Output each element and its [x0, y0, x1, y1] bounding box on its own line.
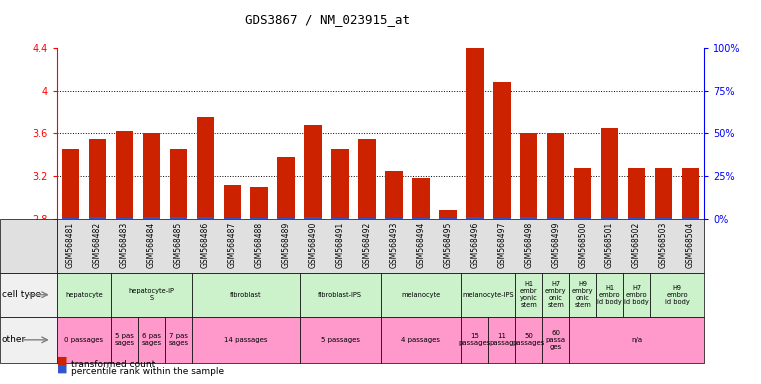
Bar	[574, 218, 591, 219]
Text: cell type: cell type	[2, 290, 40, 299]
Text: ■: ■	[57, 356, 68, 366]
Bar	[412, 178, 430, 219]
Bar	[547, 134, 565, 219]
Text: 11
passag: 11 passag	[489, 333, 514, 346]
Bar	[358, 139, 376, 219]
Bar	[278, 157, 295, 219]
Text: H7
embro
id body: H7 embro id body	[624, 285, 649, 305]
Text: 60
passa
ges: 60 passa ges	[546, 330, 565, 350]
Text: H7
embry
onic
stem: H7 embry onic stem	[545, 281, 566, 308]
Bar	[493, 82, 511, 219]
Bar	[331, 149, 349, 219]
Text: n/a: n/a	[631, 337, 642, 343]
Bar	[278, 218, 295, 219]
Text: fibroblast-IPS: fibroblast-IPS	[318, 292, 362, 298]
Bar	[628, 218, 645, 219]
Text: other: other	[2, 335, 26, 344]
Bar	[520, 217, 537, 219]
Bar	[574, 168, 591, 219]
Bar	[224, 218, 241, 219]
Bar	[412, 218, 430, 219]
Text: percentile rank within the sample: percentile rank within the sample	[71, 367, 224, 376]
Bar	[466, 35, 483, 219]
Bar	[439, 218, 457, 219]
Bar	[520, 134, 537, 219]
Bar	[439, 210, 457, 219]
Bar	[654, 218, 672, 219]
Bar	[142, 217, 160, 219]
Text: hepatocyte: hepatocyte	[65, 292, 103, 298]
Text: H1
embr
yonic
stem: H1 embr yonic stem	[520, 281, 537, 308]
Bar	[304, 125, 322, 219]
Text: 50
passages: 50 passages	[513, 333, 545, 346]
Bar	[89, 217, 107, 219]
Bar	[116, 131, 133, 219]
Bar	[601, 218, 619, 219]
Text: melanocyte: melanocyte	[401, 292, 441, 298]
Text: ■: ■	[57, 364, 68, 374]
Bar	[547, 218, 565, 219]
Bar	[224, 185, 241, 219]
Bar	[170, 217, 187, 219]
Bar	[493, 218, 511, 219]
Text: GDS3867 / NM_023915_at: GDS3867 / NM_023915_at	[245, 13, 409, 26]
Bar	[196, 217, 214, 219]
Bar	[358, 218, 376, 219]
Text: 4 passages: 4 passages	[402, 337, 441, 343]
Text: transformed count: transformed count	[71, 359, 155, 369]
Bar	[628, 168, 645, 219]
Bar	[682, 218, 699, 219]
Bar	[170, 149, 187, 219]
Bar	[89, 139, 107, 219]
Text: H1
embro
id body: H1 embro id body	[597, 285, 622, 305]
Bar	[250, 187, 268, 219]
Text: 7 pas
sages: 7 pas sages	[168, 333, 189, 346]
Bar	[682, 168, 699, 219]
Text: H9
embry
onic
stem: H9 embry onic stem	[572, 281, 594, 308]
Bar	[304, 217, 322, 219]
Text: 6 pas
sages: 6 pas sages	[142, 333, 161, 346]
Bar	[62, 218, 79, 219]
Bar	[654, 168, 672, 219]
Text: 14 passages: 14 passages	[224, 337, 267, 343]
Text: 0 passages: 0 passages	[65, 337, 103, 343]
Bar	[331, 218, 349, 219]
Bar	[466, 217, 483, 219]
Bar	[601, 128, 619, 219]
Text: 5 pas
sages: 5 pas sages	[114, 333, 135, 346]
Bar	[142, 134, 160, 219]
Text: melanocyte-IPS: melanocyte-IPS	[463, 292, 514, 298]
Bar	[62, 149, 79, 219]
Text: 15
passages: 15 passages	[459, 333, 491, 346]
Bar	[385, 218, 403, 219]
Bar	[385, 171, 403, 219]
Text: 5 passages: 5 passages	[320, 337, 359, 343]
Bar	[250, 218, 268, 219]
Bar	[116, 218, 133, 219]
Text: hepatocyte-iP
S: hepatocyte-iP S	[129, 288, 174, 301]
Text: fibroblast: fibroblast	[230, 292, 262, 298]
Bar	[196, 118, 214, 219]
Text: H9
embro
id body: H9 embro id body	[664, 285, 689, 305]
